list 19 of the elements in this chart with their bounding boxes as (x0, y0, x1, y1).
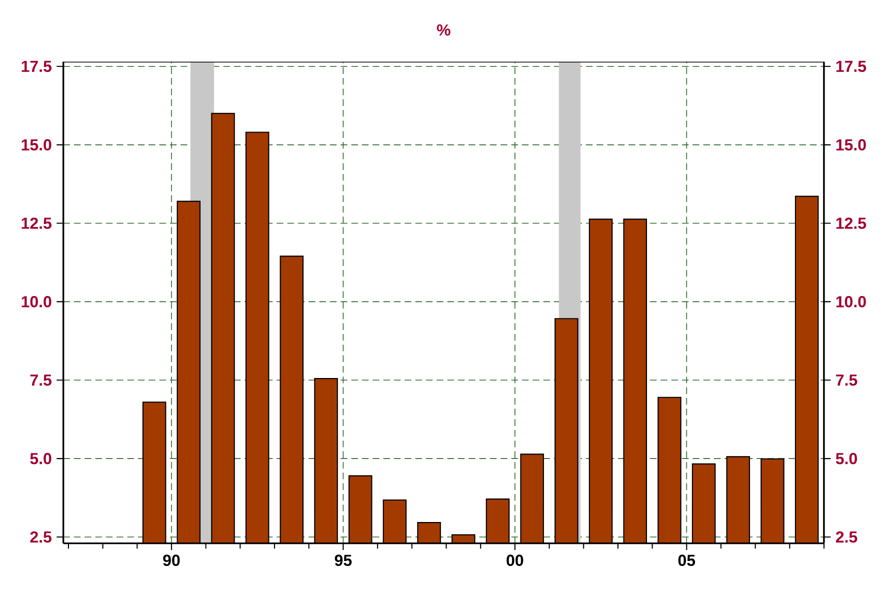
y-tick-label: 17.5 (22, 60, 52, 72)
y2-tick-label: 5.0 (836, 452, 857, 464)
y2-tick-label: 10.0 (836, 296, 866, 308)
y2-tick-label: 2.5 (836, 531, 858, 543)
y-tick-label: 12.5 (22, 218, 52, 229)
y-tick-label: 2.5 (30, 531, 52, 543)
y-tick-label: 5.0 (30, 452, 52, 464)
y2-tick-label: 12.5 (836, 218, 866, 229)
x-tick-label: 90 (163, 554, 180, 566)
y2-tick-label: 17.5 (836, 60, 866, 72)
y2-tick-label: 15.0 (836, 139, 866, 150)
y2-tick-label: 7.5 (836, 374, 858, 386)
x-tick-label: 05 (678, 554, 696, 566)
x-tick-label: 95 (334, 554, 352, 566)
x-tick-label: 00 (506, 554, 524, 566)
chart-title: % (436, 24, 450, 36)
y-tick-label: 10.0 (22, 296, 52, 308)
y-tick-label: 7.5 (30, 374, 52, 386)
y-tick-label: 15.0 (22, 139, 52, 150)
